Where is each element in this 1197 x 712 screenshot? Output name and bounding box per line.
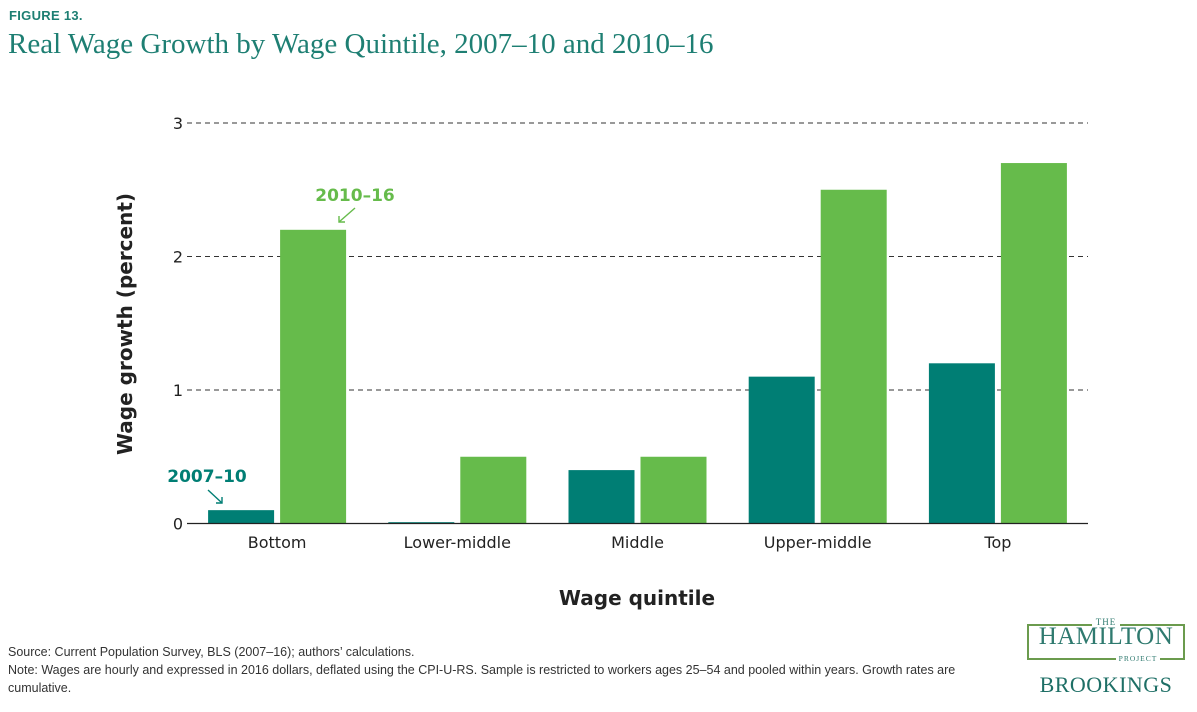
- x-tick-label: Bottom: [248, 533, 307, 552]
- y-tick-label: 2: [173, 248, 183, 267]
- arrow-2010-16: [338, 207, 356, 223]
- chart-title: Real Wage Growth by Wage Quintile, 2007–…: [8, 28, 714, 60]
- note-line: Note: Wages are hourly and expressed in …: [8, 663, 956, 695]
- y-axis-label: Wage growth (percent): [113, 193, 137, 455]
- bar-2010-16-middle: [640, 456, 707, 524]
- logo-project-text: PROJECT: [1116, 654, 1160, 663]
- source-notes: Source: Current Population Survey, BLS (…: [8, 643, 978, 697]
- y-tick-label: 1: [173, 381, 183, 400]
- figure-label: FIGURE 13.: [9, 8, 83, 23]
- bar-2010-16-lower-middle: [460, 456, 527, 524]
- series-label-2007-10: 2007–10: [167, 467, 247, 487]
- bars: [208, 163, 1067, 524]
- series-label-2010-16: 2010–16: [315, 186, 394, 206]
- x-tick-label: Middle: [611, 533, 664, 552]
- x-tick-label: Top: [983, 533, 1011, 552]
- x-axis-label: Wage quintile: [559, 586, 715, 610]
- axis-ticks: 0 1 2 3 Bottom Lower-middle Middle Upper-middle…: [173, 114, 1012, 552]
- bar-2007-10-middle: [568, 470, 635, 524]
- arrowhead-2007-10: [216, 497, 223, 504]
- logo-the-text: THE: [1092, 617, 1120, 627]
- x-tick-label: Lower-middle: [404, 533, 511, 552]
- logo-hamilton-text: HAMILTON: [1038, 623, 1174, 650]
- y-tick-label: 0: [173, 515, 183, 534]
- bar-2010-16-upper-middle: [820, 189, 887, 524]
- bar-2007-10-lower-middle: [388, 522, 455, 524]
- bar-2010-16-bottom: [280, 229, 347, 524]
- bar-2010-16-top: [1000, 163, 1067, 524]
- y-tick-label: 3: [173, 114, 183, 133]
- bar-2007-10-upper-middle: [748, 376, 815, 524]
- source-line: Source: Current Population Survey, BLS (…: [8, 645, 415, 659]
- x-tick-label: Upper-middle: [764, 533, 872, 552]
- bar-2007-10-top: [928, 363, 995, 524]
- brookings-logo-text: BROOKINGS: [1039, 672, 1173, 697]
- arrowhead-2010-16: [338, 216, 345, 223]
- bar-chart: 0 1 2 3 Bottom Lower-middle Middle Upper-middle…: [113, 114, 1088, 610]
- arrow-2007-10: [207, 489, 223, 504]
- bar-2007-10-bottom: [208, 510, 275, 524]
